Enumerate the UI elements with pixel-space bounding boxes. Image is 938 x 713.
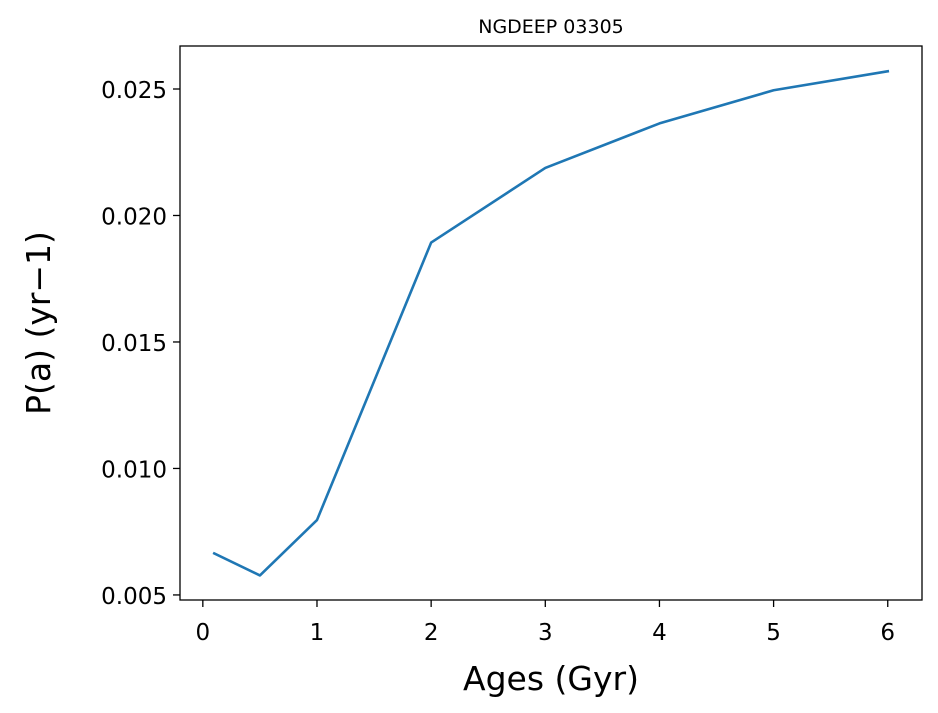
x-tick-label: 5 xyxy=(766,620,781,646)
y-axis: 0.005 0.010 0.015 0.020 0.025 xyxy=(101,78,180,610)
y-tick-label: 0.020 xyxy=(101,204,167,230)
y-tick-label: 0.005 xyxy=(101,584,167,610)
plot-frame xyxy=(179,45,923,601)
y-axis-label: P(a) (yr−1) xyxy=(19,231,58,415)
y-tick-label: 0.015 xyxy=(101,331,167,357)
x-tick-label: 2 xyxy=(424,620,439,646)
x-axis-label: Ages (Gyr) xyxy=(463,659,639,698)
y-tick-label: 0.025 xyxy=(101,78,167,104)
chart-title: NGDEEP 03305 xyxy=(478,16,624,38)
series-line-0 xyxy=(212,69,890,577)
y-tick-label: 0.010 xyxy=(101,457,167,483)
x-tick-label: 1 xyxy=(310,620,325,646)
plot-area xyxy=(179,45,923,601)
x-tick-label: 6 xyxy=(880,620,895,646)
x-tick-label: 0 xyxy=(196,620,211,646)
x-tick-label: 4 xyxy=(652,620,667,646)
x-axis: 0 1 2 3 4 5 6 xyxy=(196,600,895,646)
x-tick-label: 3 xyxy=(538,620,553,646)
